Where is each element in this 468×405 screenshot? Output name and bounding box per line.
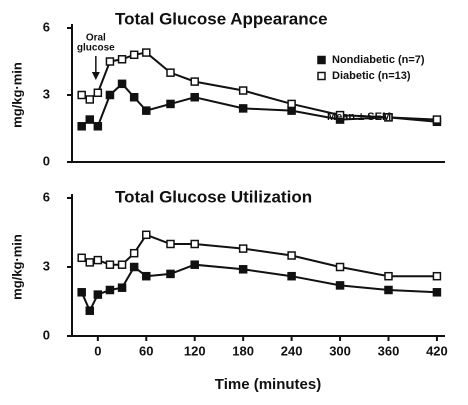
annotation-arrowhead <box>91 72 100 80</box>
data-point <box>335 281 345 290</box>
legend-note: Mean ± SEM <box>327 111 391 123</box>
x-tick-label: 120 <box>184 343 206 358</box>
data-point <box>287 99 296 109</box>
data-point <box>166 239 175 249</box>
data-point <box>190 92 199 102</box>
data-point <box>85 306 95 315</box>
legend-label: Nondiabetic (n=7) <box>332 54 425 66</box>
data-point <box>238 104 248 113</box>
data-point <box>335 110 345 120</box>
y-axis-label: mg/kg·min <box>9 234 24 300</box>
data-point <box>190 239 199 249</box>
data-point <box>93 255 103 265</box>
data-point <box>384 285 393 295</box>
data-point <box>117 260 127 269</box>
data-point <box>129 248 139 258</box>
data-point <box>129 262 139 272</box>
data-point <box>105 57 115 66</box>
data-point <box>93 122 103 131</box>
data-point <box>238 244 248 253</box>
data-point <box>85 258 95 267</box>
chart-title: Total Glucose Utilization <box>115 187 312 206</box>
data-point <box>77 253 86 263</box>
series-line <box>81 51 437 121</box>
data-point <box>142 230 151 240</box>
data-point <box>384 271 393 281</box>
data-point <box>432 271 442 281</box>
data-point <box>384 113 393 122</box>
series-line <box>80 263 437 314</box>
data-point <box>117 79 127 89</box>
data-point <box>77 90 86 100</box>
data-point <box>105 90 115 100</box>
data-point <box>93 290 103 299</box>
y-tick-label: 3 <box>43 258 50 273</box>
y-axis-label: mg/kg·min <box>9 62 24 128</box>
data-point <box>129 50 139 60</box>
y-tick-label: 0 <box>43 153 50 168</box>
y-tick-label: 6 <box>43 189 50 204</box>
x-axis-label: Time (minutes) <box>215 376 321 393</box>
chart-title: Total Glucose Appearance <box>115 9 328 28</box>
data-point <box>190 77 199 86</box>
y-tick-label: 0 <box>43 327 50 342</box>
annotation-text: Oral <box>86 33 106 44</box>
series-line <box>81 82 438 128</box>
data-point <box>432 288 442 297</box>
x-tick-label: 60 <box>139 343 153 358</box>
legend-marker <box>317 55 326 65</box>
data-point <box>238 265 248 274</box>
data-point <box>335 262 345 272</box>
data-point <box>85 115 95 124</box>
x-tick-label: 0 <box>94 343 101 358</box>
legend-marker <box>317 71 326 81</box>
data-point <box>287 251 296 260</box>
data-point <box>117 55 127 64</box>
data-point <box>166 68 175 77</box>
data-point <box>238 86 248 95</box>
data-point <box>142 271 151 281</box>
x-tick-label: 360 <box>378 343 400 358</box>
x-tick-label: 180 <box>232 343 254 358</box>
data-point <box>105 260 115 269</box>
data-point <box>166 99 175 109</box>
data-point <box>432 115 442 124</box>
data-point <box>117 283 127 292</box>
data-point <box>93 88 103 98</box>
y-tick-label: 6 <box>43 19 50 34</box>
data-point <box>166 269 175 279</box>
x-tick-label: 300 <box>329 343 351 358</box>
x-tick-label: 240 <box>281 343 303 358</box>
data-point <box>77 288 86 297</box>
data-point <box>129 92 139 102</box>
x-tick-label: 420 <box>426 343 448 358</box>
data-point <box>142 106 151 115</box>
data-point <box>105 285 115 295</box>
annotation-text: glucose <box>77 43 115 54</box>
data-point <box>85 95 95 104</box>
legend-label: Diabetic (n=13) <box>332 70 411 82</box>
data-point <box>190 260 199 269</box>
data-point <box>287 271 296 281</box>
data-point <box>77 122 86 131</box>
y-tick-label: 3 <box>43 86 50 101</box>
data-point <box>142 48 151 57</box>
